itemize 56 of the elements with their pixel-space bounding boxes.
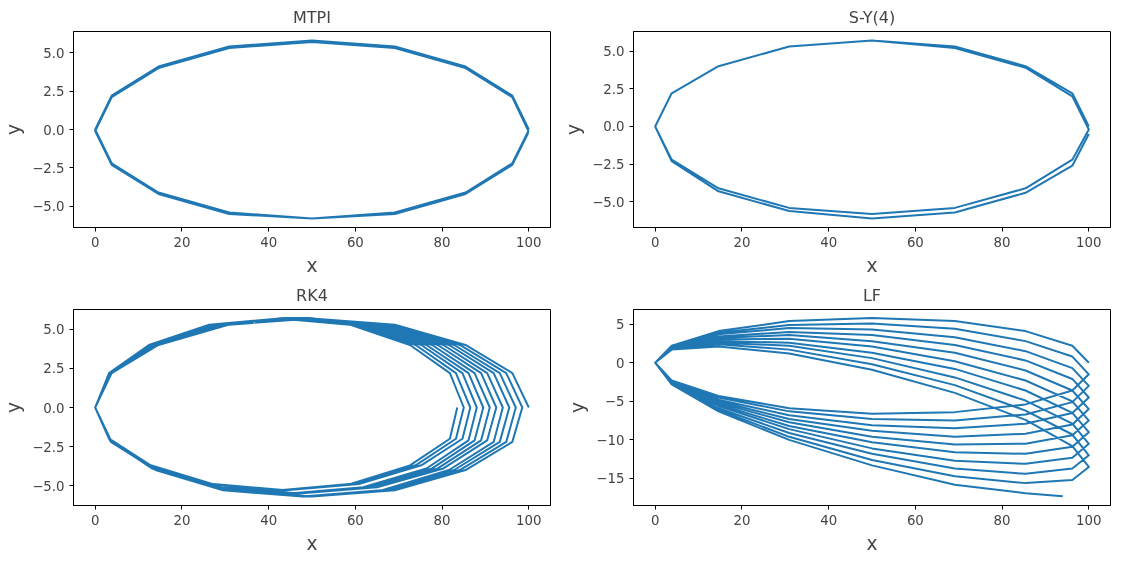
y-tick-label: 0.0 — [43, 122, 65, 138]
y-axis-title: y — [3, 123, 25, 136]
y-tick-label: 2.5 — [43, 84, 65, 100]
x-tick-label: 40 — [260, 512, 278, 528]
x-tick-label: 0 — [90, 234, 100, 250]
x-tick-label: 60 — [346, 234, 364, 250]
y-tick-label: −5.0 — [32, 199, 65, 215]
chart-title: MTPI — [293, 7, 331, 27]
x-tick-label: 20 — [733, 512, 751, 528]
x-axis-title: x — [306, 254, 318, 276]
x-tick-label: 0 — [650, 234, 660, 250]
y-tick-label: 5.0 — [603, 44, 625, 60]
x-tick-label: 0 — [650, 512, 660, 528]
chart-title: S-Y(4) — [848, 7, 896, 27]
x-tick-label: 80 — [993, 234, 1011, 250]
y-tick-label: 0.0 — [43, 400, 65, 416]
y-tick-label: −15 — [596, 471, 625, 487]
x-tick-label: 80 — [993, 512, 1011, 528]
x-tick-label: 100 — [516, 512, 542, 528]
y-axis-title: y — [3, 401, 25, 414]
x-tick-label: 60 — [906, 234, 924, 250]
y-tick-label: 0.0 — [603, 119, 625, 135]
x-tick-label: 20 — [173, 512, 191, 528]
chart-title: LF — [862, 285, 882, 305]
chart-title: RK4 — [296, 285, 328, 305]
y-tick-label: 5 — [616, 317, 625, 333]
x-tick-label: 100 — [1076, 512, 1102, 528]
x-axis-title: x — [866, 532, 878, 554]
x-axis-title: x — [306, 532, 318, 554]
y-tick-label: −2.5 — [32, 160, 65, 176]
y-tick-label: −5 — [604, 394, 625, 410]
x-tick-label: 100 — [516, 234, 542, 250]
x-tick-label: 40 — [260, 234, 278, 250]
y-axis-title: y — [567, 401, 589, 414]
x-tick-label: 80 — [433, 512, 451, 528]
y-tick-label: −5.0 — [32, 478, 65, 494]
x-tick-label: 0 — [90, 512, 100, 528]
y-axis-title: y — [563, 123, 585, 136]
x-tick-label: 60 — [906, 512, 924, 528]
x-tick-label: 80 — [433, 234, 451, 250]
x-tick-label: 60 — [346, 512, 364, 528]
y-tick-label: −5.0 — [592, 194, 625, 210]
y-tick-label: 0 — [616, 355, 625, 371]
x-tick-label: 40 — [820, 234, 838, 250]
x-tick-label: 100 — [1076, 234, 1102, 250]
y-tick-label: −2.5 — [32, 439, 65, 455]
x-tick-label: 20 — [173, 234, 191, 250]
y-tick-label: −10 — [596, 432, 625, 448]
y-tick-label: 5.0 — [43, 45, 65, 61]
y-tick-label: −2.5 — [592, 157, 625, 173]
y-tick-label: 2.5 — [603, 81, 625, 97]
x-tick-label: 40 — [820, 512, 838, 528]
y-tick-label: 5.0 — [43, 322, 65, 338]
y-tick-label: 2.5 — [43, 361, 65, 377]
x-tick-label: 20 — [733, 234, 751, 250]
x-axis-title: x — [866, 254, 878, 276]
